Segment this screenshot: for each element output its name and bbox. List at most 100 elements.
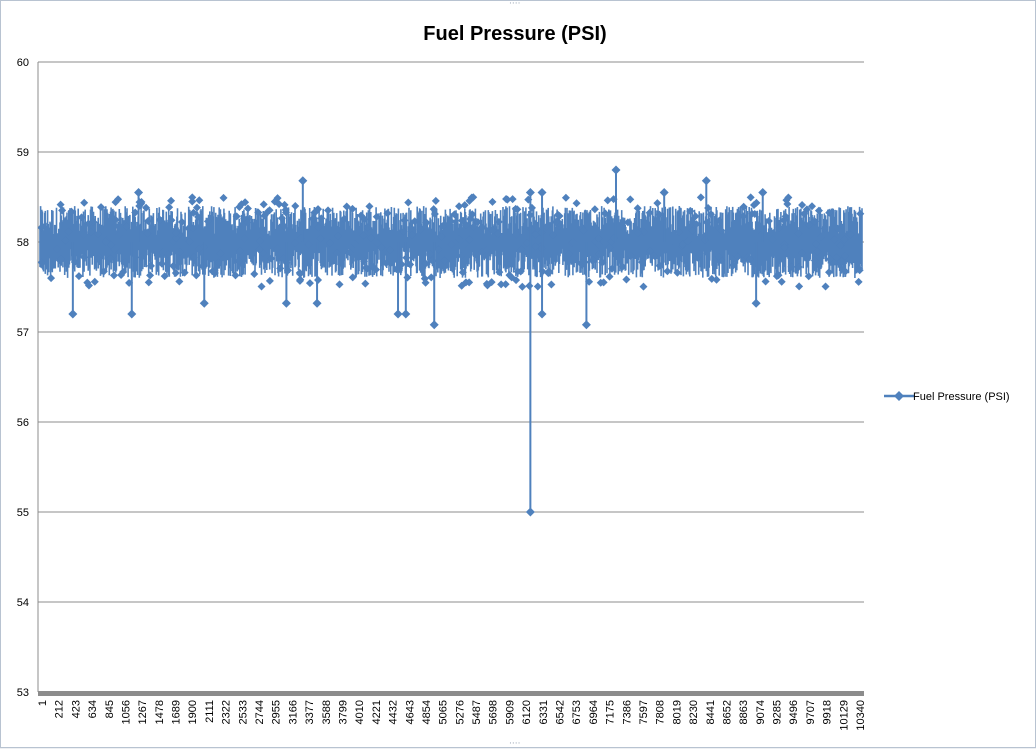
data-point-marker [645,208,654,217]
data-point-10 [429,320,439,330]
data-point-marker [438,222,447,231]
data-point-marker [706,210,715,219]
data-point-marker [188,197,197,206]
data-point-18 [281,298,291,308]
data-point-marker [422,218,431,227]
x-tick-label-6331: 6331 [538,700,550,724]
data-point-marker [488,197,497,206]
data-point-marker [234,257,243,266]
data-point-marker [821,282,830,291]
data-point-marker [111,221,120,230]
data-point-marker [295,276,304,285]
data-point-marker [547,280,556,289]
data-point-marker [167,216,176,225]
data-point-marker [594,234,603,243]
data-point-marker [816,233,825,242]
data-point-marker [79,230,88,239]
data-point-marker [180,268,189,277]
y-tick-label-57: 57 [17,327,29,339]
data-point-marker [99,267,108,276]
data-point-marker [478,223,487,232]
data-point-marker [37,258,46,267]
data-point-marker [305,279,314,288]
data-point-marker [275,200,284,209]
data-point-marker [363,223,372,232]
data-point-marker [80,253,89,262]
x-tick-label-1900: 1900 [187,700,199,724]
x-tick-label-4643: 4643 [404,700,416,724]
data-point-marker [655,210,664,219]
data-point-marker [84,219,93,228]
data-point-marker [240,234,249,243]
x-tick-label-5909: 5909 [504,700,516,724]
data-point-marker [332,248,341,257]
data-point-marker [653,199,662,208]
data-point-marker [820,224,829,233]
data-point-marker [798,201,807,210]
data-point-marker [157,259,166,268]
data-point-marker [111,215,120,224]
data-point-marker [588,256,597,265]
notable-points [68,165,768,517]
data-point-marker [579,226,588,235]
data-point-marker [295,268,304,277]
data-point-marker [814,206,823,215]
data-point-marker [594,240,603,249]
data-point-marker [208,267,217,276]
data-point-marker [377,243,386,252]
data-point-marker [421,278,430,287]
data-point-marker [189,223,198,232]
data-point-marker [752,198,761,207]
data-point-marker [633,204,642,213]
data-point-marker [309,214,318,223]
data-point-marker [465,235,474,244]
bottom-resize-handle[interactable]: ···· [509,739,521,749]
data-point-19 [312,298,322,308]
data-point-marker [259,200,268,209]
x-tick-label-6753: 6753 [571,700,583,724]
data-point-marker [825,255,834,264]
data-point-marker [599,278,608,287]
data-point-marker [114,231,123,240]
data-point-8 [758,188,768,197]
data-point-marker [167,196,176,205]
top-resize-handle[interactable]: ···· [509,0,521,9]
data-point-marker [164,250,173,259]
x-tick-label-9074: 9074 [755,700,767,724]
legend-marker [894,391,904,401]
y-tick-label-54: 54 [17,597,29,609]
data-point-marker [243,218,252,227]
data-point-marker [501,280,510,289]
x-tick-label-7808: 7808 [655,700,667,724]
legend-entry-fuel-pressure: Fuel Pressure (PSI) [913,391,1010,403]
data-point-3 [537,309,547,319]
data-point-marker [655,261,664,270]
data-point-marker [691,212,700,221]
data-point-marker [447,240,456,249]
data-point-marker [109,271,118,280]
data-point-marker [810,256,819,265]
data-point-marker [120,257,129,266]
data-point-16 [751,298,761,308]
data-point-marker [386,246,395,255]
data-point-marker [93,229,102,238]
x-tick-label-634: 634 [87,700,99,718]
data-point-marker [372,238,381,247]
data-point-marker [854,277,863,286]
data-point-marker [454,234,463,243]
data-point-marker [158,248,167,257]
x-tick-label-212: 212 [54,700,66,718]
data-point-14 [393,309,403,319]
data-point-marker [382,259,391,268]
data-point-marker [169,262,178,271]
data-point-marker [830,235,839,244]
data-point-marker [214,258,223,267]
x-axis [38,691,864,696]
x-tick-label-9285: 9285 [772,700,784,724]
data-point-marker [90,277,99,286]
data-point-marker [195,196,204,205]
data-point-marker [314,205,323,214]
data-point-marker [637,258,646,267]
y-tick-label-60: 60 [17,57,29,69]
data-point-marker [184,224,193,233]
